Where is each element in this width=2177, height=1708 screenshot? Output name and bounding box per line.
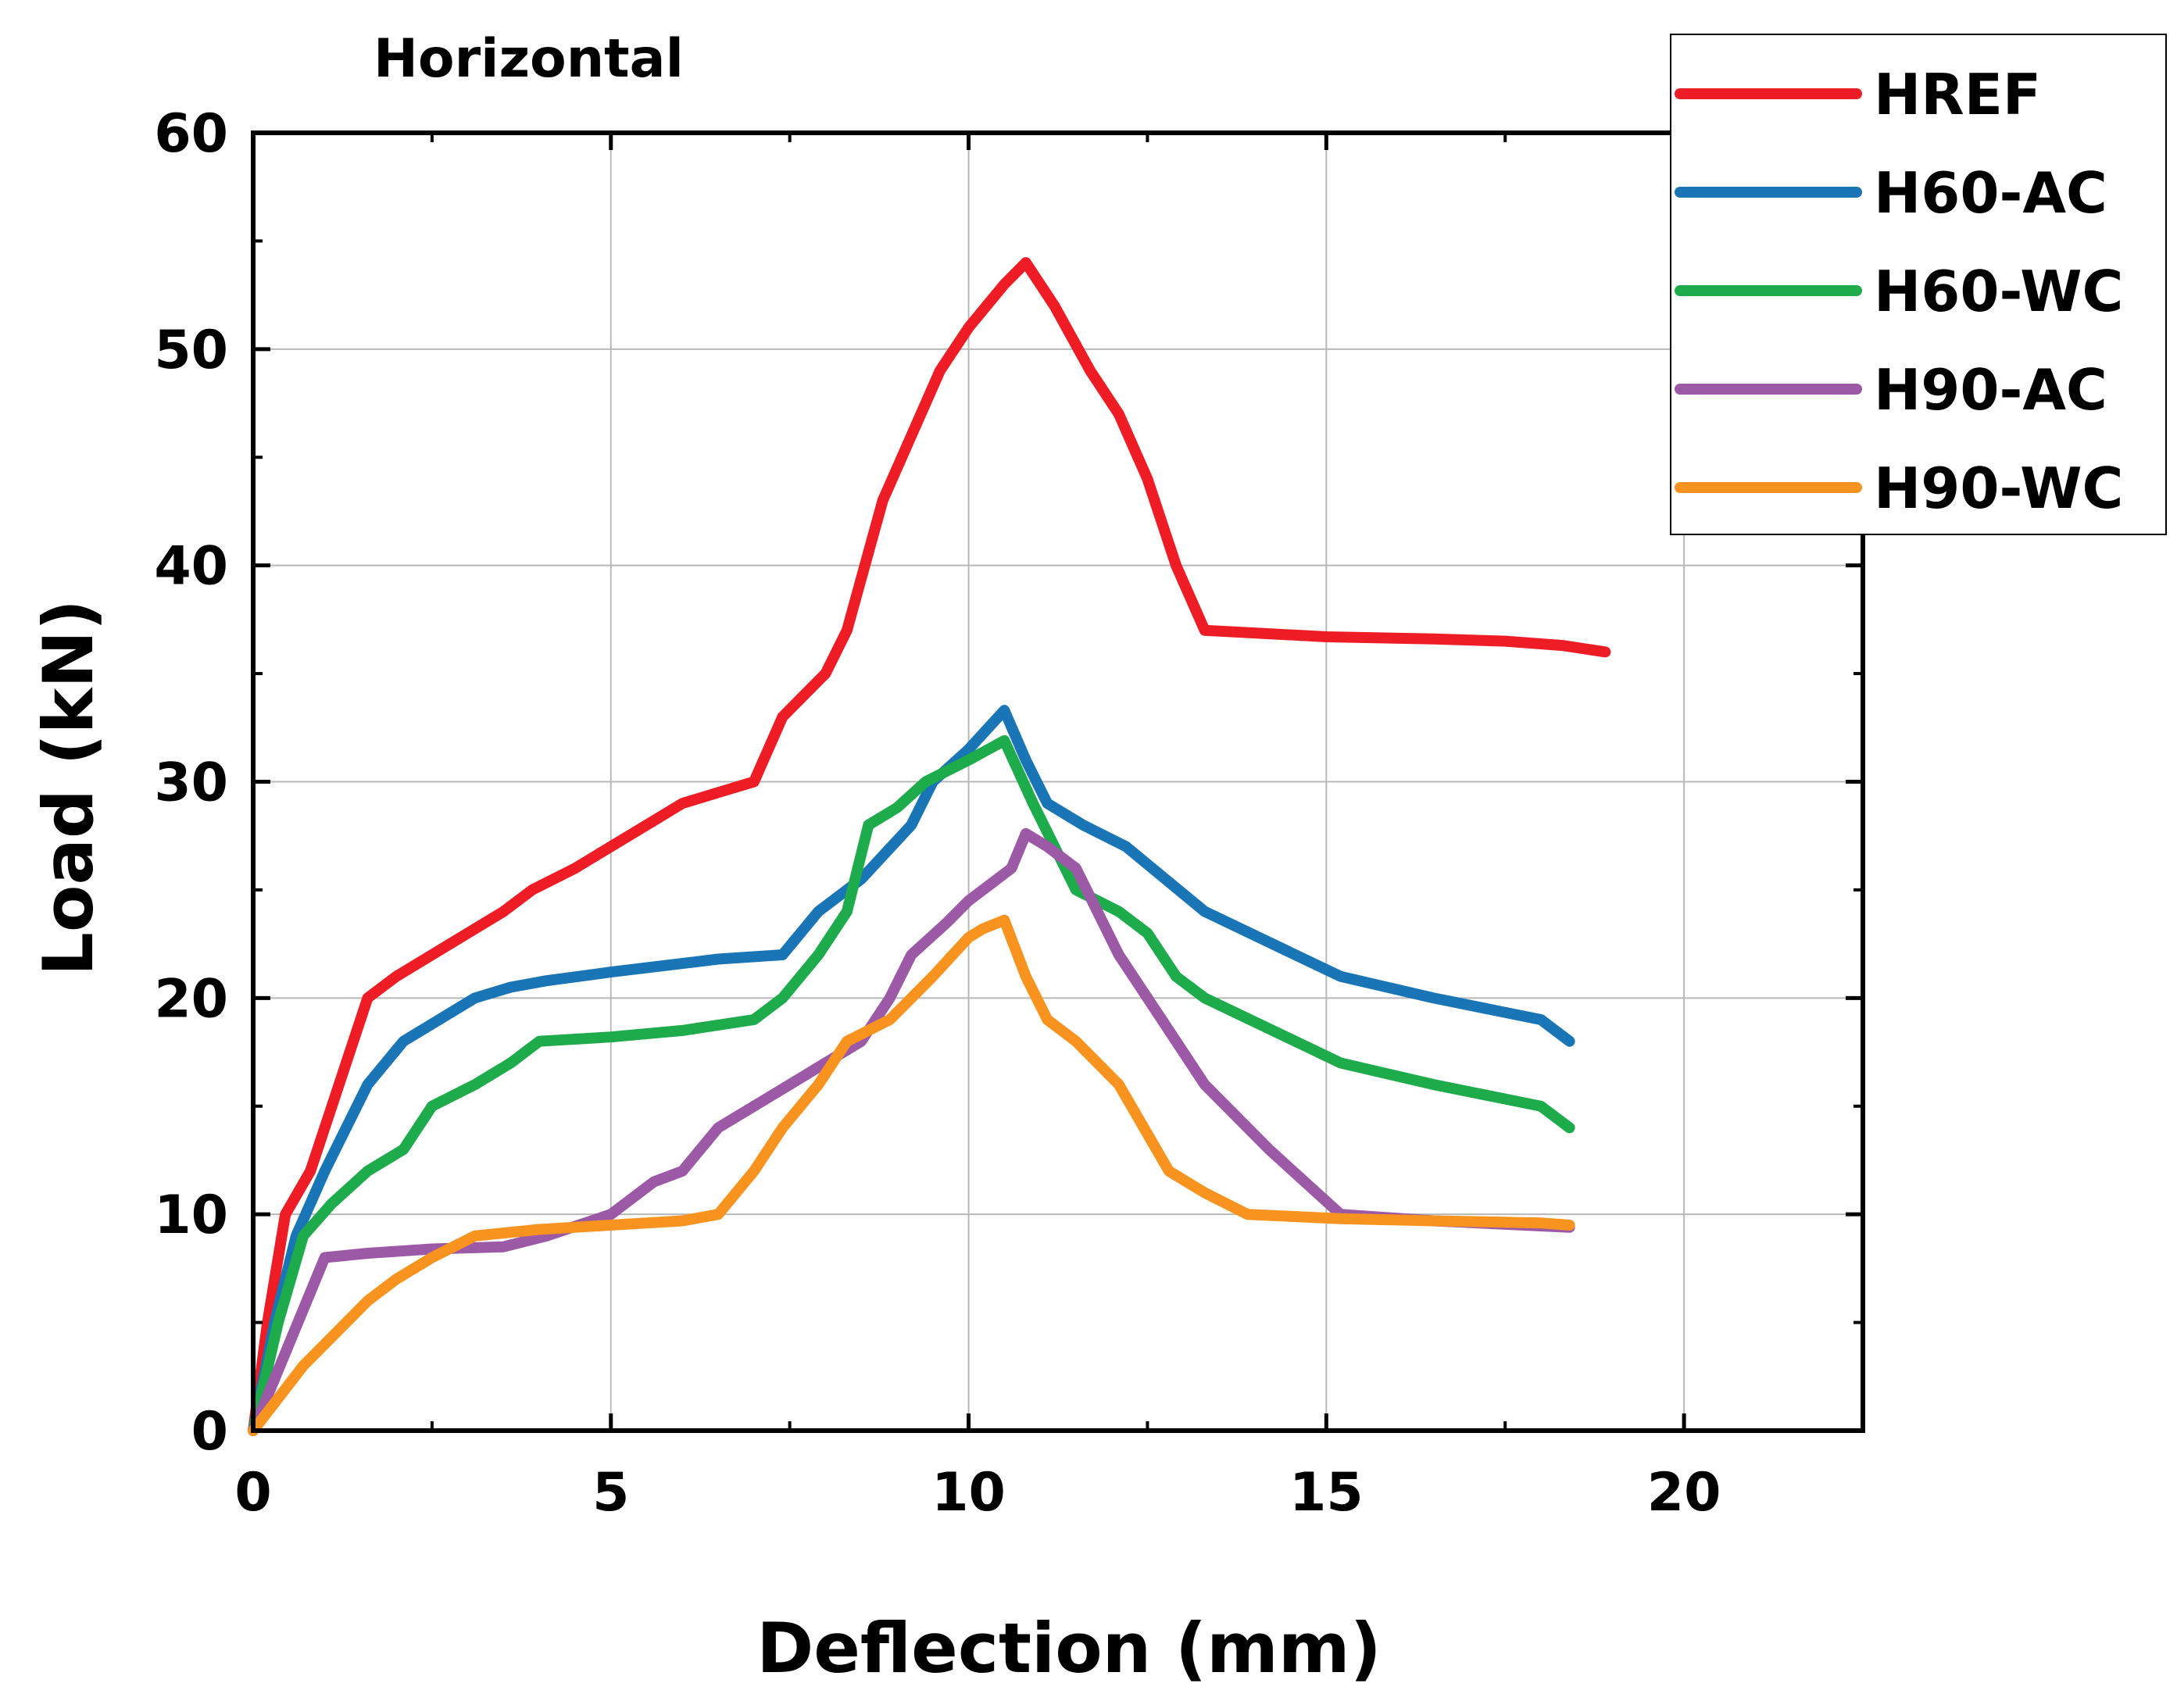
legend-label-h90-wc: H90-WC [1874, 456, 2123, 521]
legend-label-h90-ac: H90-AC [1874, 357, 2107, 423]
chart-title: Horizontal [374, 28, 684, 90]
series-line-href [248, 257, 1611, 1436]
series-line-h60-wc [248, 734, 1575, 1436]
series-line-h90-wc [248, 914, 1575, 1436]
y-tick-label: 0 [191, 1401, 228, 1463]
y-tick-label: 30 [154, 752, 228, 814]
axis-ticks: 0 5 10 15 20 0 10 20 30 40 50 60 [154, 103, 1863, 1524]
grid [253, 133, 1863, 1431]
x-tick-label: 0 [234, 1462, 271, 1524]
legend-label-h60-ac: H60-AC [1874, 160, 2107, 226]
x-axis-label: Deflection (mm) [756, 1608, 1382, 1688]
legend-box [1670, 34, 2167, 535]
y-axis-label: Load (kN) [28, 599, 109, 976]
x-tick-label: 5 [592, 1462, 629, 1524]
y-tick-label: 50 [154, 320, 228, 381]
legend-label-h60-wc: H60-WC [1874, 259, 2123, 324]
x-tick-label: 10 [931, 1462, 1006, 1524]
series-line-h90-ac [248, 827, 1575, 1436]
legend-label-href: HREF [1874, 62, 2041, 127]
series-lines [248, 257, 1611, 1436]
y-tick-label: 20 [154, 968, 228, 1030]
legend: HREF H60-AC H60-WC H90-AC H90-WC [1670, 34, 2167, 535]
x-tick-label: 15 [1289, 1462, 1364, 1524]
y-tick-label: 40 [154, 536, 228, 598]
x-tick-label: 20 [1647, 1462, 1721, 1524]
series-line-h60-ac [248, 705, 1575, 1436]
y-tick-label: 60 [154, 103, 228, 165]
y-tick-label: 10 [154, 1185, 228, 1246]
